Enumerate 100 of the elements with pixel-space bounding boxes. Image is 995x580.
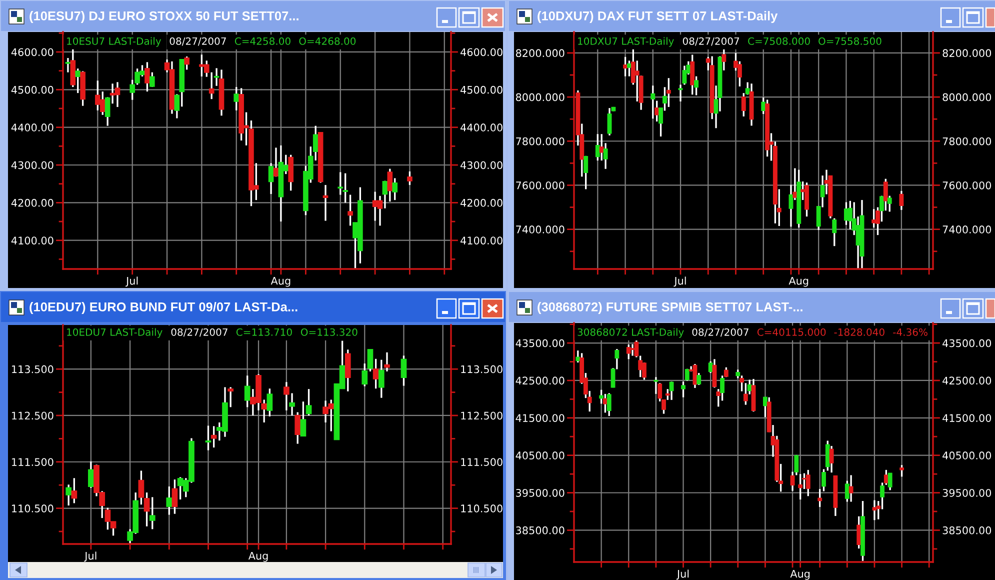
annotation: C=113.710 (236, 328, 292, 336)
y-tick-label: 7800.000 (516, 137, 564, 146)
candlestick (144, 492, 150, 528)
candlestick (762, 396, 768, 418)
candlestick (666, 77, 671, 108)
candlestick (595, 133, 600, 162)
candlestick (630, 343, 635, 357)
y-tick-label: 4600.00 (11, 48, 54, 56)
candlestick (634, 60, 640, 102)
annotation: C=4258.00 (234, 37, 290, 45)
candlestick (696, 372, 702, 386)
y2-tick-label: 4600.00 (460, 48, 502, 56)
annotation: O=7558.500 (818, 37, 882, 45)
y-tick-label: 4300.00 (11, 161, 54, 170)
annotation: 08/27/2007 (692, 328, 748, 337)
candlestick (344, 348, 351, 392)
candlestick (306, 388, 312, 416)
candlestick (387, 168, 393, 202)
annotation: 10ESU7 LAST-Daily (67, 37, 162, 47)
candlestick (888, 472, 892, 491)
candlestick (205, 424, 212, 452)
y2-tick-label: 4400.00 (460, 124, 502, 132)
y2-tick-label: 110.500 (461, 504, 502, 512)
candlestick (284, 381, 290, 412)
y-tick-label: 8000.000 (516, 93, 564, 102)
y-tick-label: 38500.00 (516, 526, 564, 534)
candlestick (741, 92, 746, 118)
candlestick (654, 376, 658, 395)
chart-title: (10EDU7) EURO BUND FUT 09/07 LAST-Da... (30, 302, 298, 314)
candlestick (66, 484, 72, 506)
candlestick (166, 486, 172, 516)
candlestick (798, 473, 803, 500)
candlestick (144, 61, 150, 92)
candlestick (88, 460, 94, 489)
candlestick (818, 488, 822, 508)
y2-tick-label: 39500.00 (942, 488, 992, 497)
y2-tick-label: 8200.000 (942, 49, 992, 58)
candlestick (822, 468, 826, 492)
chart-title: (10DXU7) DAX FUT SETT 07 LAST-Daily (538, 11, 778, 23)
x-tick-label: Jul (676, 570, 689, 580)
candlestick (210, 425, 217, 448)
y-tick-label: 4100.00 (11, 236, 54, 244)
y2-tick-label: 4100.00 (460, 236, 502, 244)
x-tick-label: Aug (790, 570, 810, 580)
x-tick-label: Jul (674, 276, 686, 287)
candlestick (603, 393, 608, 414)
candlestick (650, 84, 656, 120)
x-tick-label: Jul (126, 276, 138, 287)
annotation: O=4268.00 (299, 37, 356, 45)
y-tick-label: 110.500 (12, 504, 54, 512)
x-tick-label: Jul (84, 552, 96, 562)
candlestick (184, 56, 190, 71)
chart-title: (10ESU7) DJ EURO STOXX 50 FUT SETT07... (30, 11, 298, 23)
annotation: C=7508.000 (748, 37, 810, 45)
candlestick (883, 178, 888, 212)
candlestick (623, 56, 628, 78)
annotation: 08/27/2007 (170, 37, 226, 46)
candlestick (273, 146, 279, 178)
y-tick-label: 111.500 (12, 458, 54, 466)
candlestick (832, 217, 837, 247)
y2-tick-label: 40500.00 (942, 452, 992, 460)
candlestick (149, 496, 156, 530)
y-tick-label: 8200.000 (516, 49, 564, 58)
chart-title: (30868072) FUTURE SPMIB SETT07 LAST-... (538, 302, 802, 314)
annotation: 10EDU7 LAST-Daily (67, 328, 162, 338)
x-tick-label: Aug (270, 276, 290, 287)
y2-tick-label: 42500.00 (942, 376, 992, 385)
y-tick-label: 112.500 (12, 412, 54, 420)
candlestick (607, 107, 612, 136)
y-tick-label: 41500.00 (516, 414, 564, 422)
candlestick (678, 84, 683, 102)
y2-tick-label: 112.500 (461, 412, 502, 420)
y-tick-label: 113.500 (12, 365, 54, 374)
x-tick-label: Aug (248, 552, 268, 562)
x-tick-label: Aug (788, 276, 808, 287)
candlestick (362, 362, 368, 388)
candlestick (266, 388, 273, 418)
y2-tick-label: 7400.000 (942, 226, 992, 234)
annotation: 30868072 LAST-Daily (578, 328, 684, 338)
annotation: 08/27/2007 (171, 328, 228, 337)
candlestick (872, 208, 876, 228)
candlestick (806, 469, 810, 497)
candlestick (872, 499, 877, 521)
y-tick-label: 7600.000 (516, 181, 564, 190)
candlestick (829, 445, 834, 474)
y2-tick-label: 7600.000 (942, 181, 992, 190)
y-tick-label: 43500.00 (516, 339, 564, 348)
candlestick (669, 380, 674, 401)
candlestick (856, 516, 862, 550)
y-tick-label: 42500.00 (516, 376, 564, 385)
candlestick (880, 482, 884, 510)
y2-tick-label: 4300.00 (460, 161, 502, 170)
candlestick (400, 354, 407, 387)
y2-tick-label: 113.500 (461, 365, 502, 374)
candlestick (740, 374, 744, 392)
y2-tick-label: 7800.000 (942, 137, 992, 146)
annotation: -1828.040 (834, 328, 884, 336)
y-tick-label: 4500.00 (11, 86, 54, 94)
y2-tick-label: 41500.00 (942, 414, 992, 422)
annotation: 08/27/2007 (682, 37, 740, 46)
